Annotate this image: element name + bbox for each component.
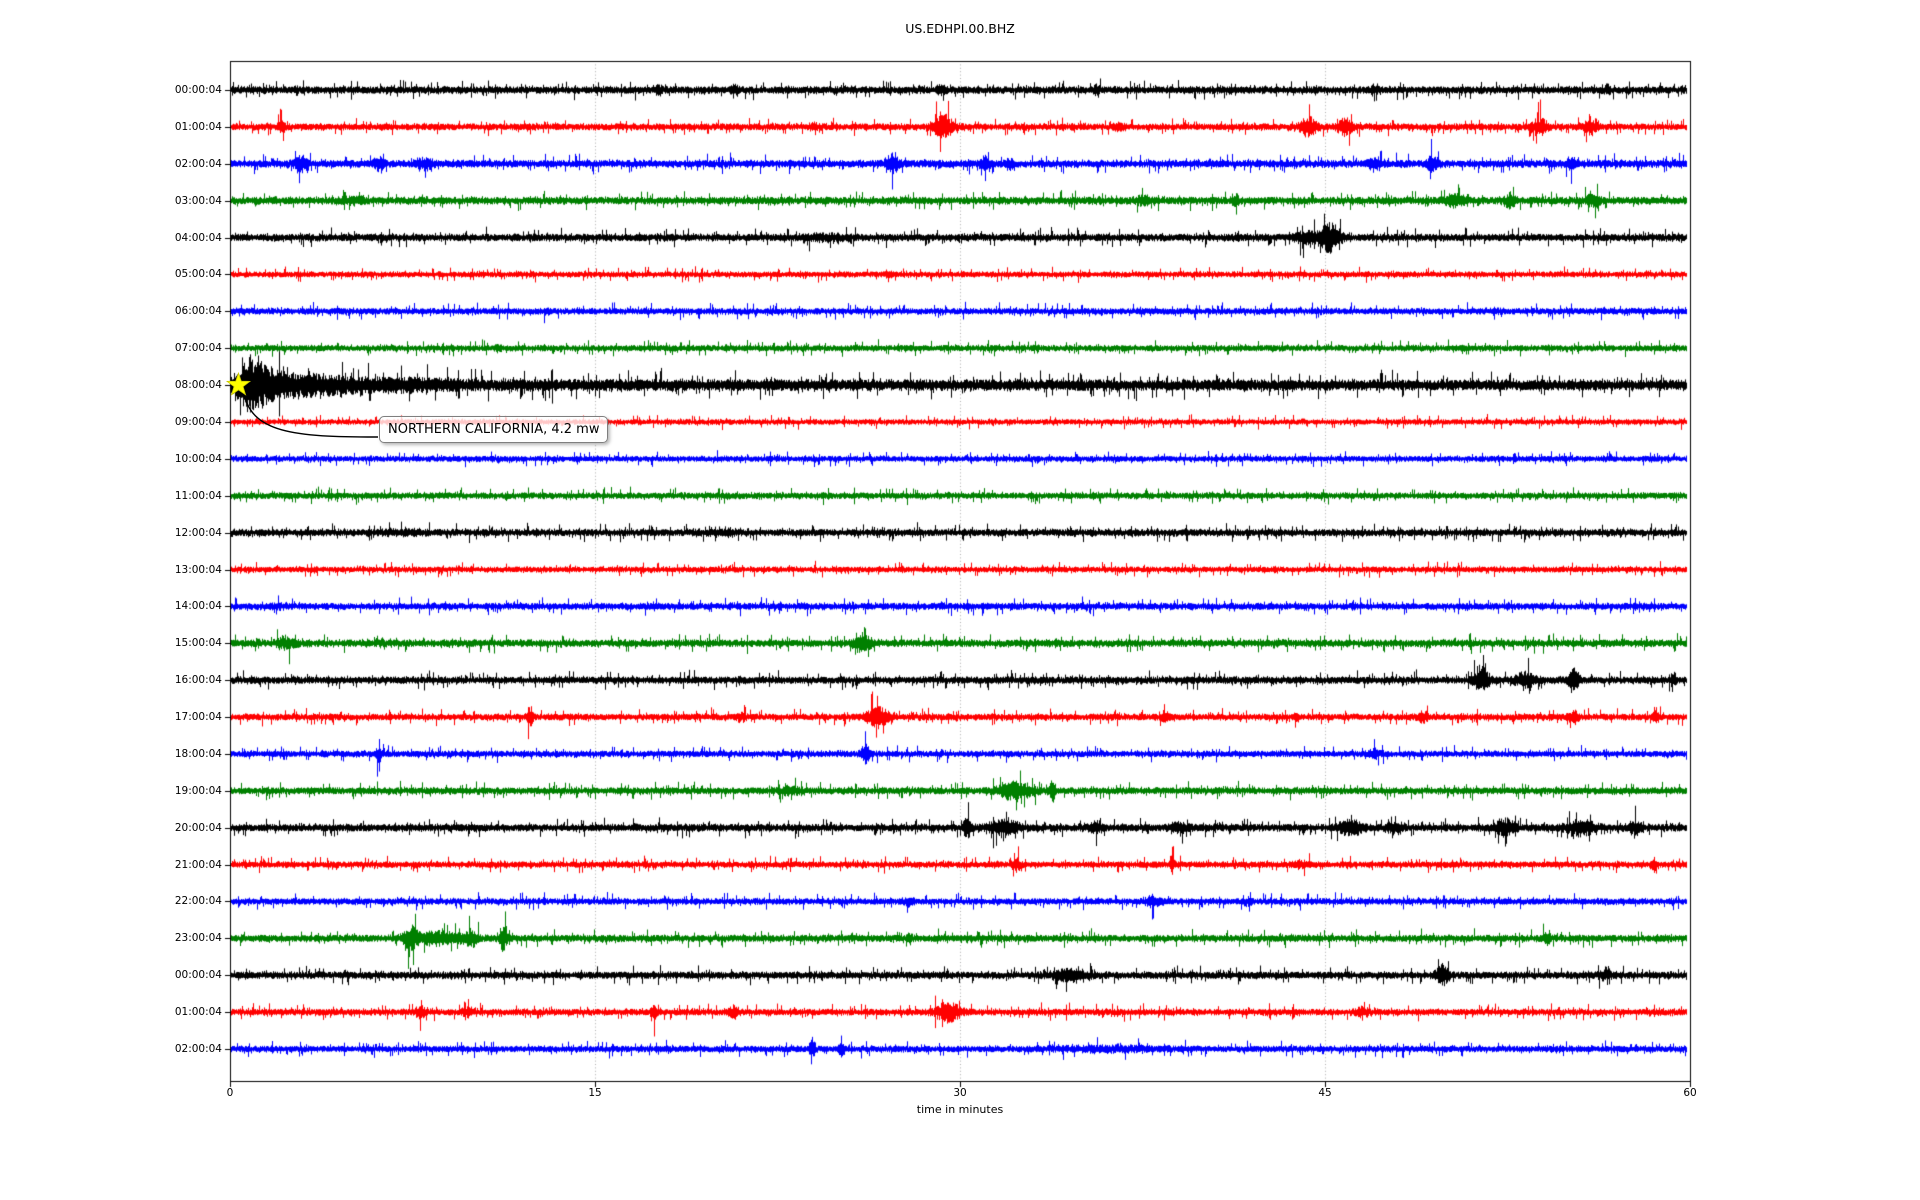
x-axis-label: time in minutes: [916, 1103, 1004, 1116]
event-callout: NORTHERN CALIFORNIA, 4.2 mw: [379, 416, 609, 443]
y-tick-label: 03:00:04: [174, 194, 222, 207]
x-tick-label: 30: [953, 1087, 967, 1099]
y-tick-label: 21:00:04: [174, 858, 222, 871]
y-tick-label: 02:00:04: [174, 157, 222, 170]
y-tick-label: 00:00:04: [174, 969, 222, 982]
event-callout-text: NORTHERN CALIFORNIA, 4.2 mw: [388, 422, 600, 437]
y-tick-label: 17:00:04: [174, 711, 222, 724]
y-tick-label: 06:00:04: [174, 305, 222, 318]
y-tick-label: 15:00:04: [174, 637, 222, 650]
y-tick-label: 12:00:04: [174, 526, 222, 539]
y-tick-label: 19:00:04: [174, 784, 222, 797]
x-tick-label: 15: [588, 1087, 602, 1099]
y-tick-label: 02:00:04: [174, 1043, 222, 1055]
y-tick-label: 14:00:04: [174, 600, 222, 613]
y-tick-label: 08:00:04: [174, 379, 222, 392]
x-tick-label: 60: [1683, 1087, 1697, 1099]
y-tick-label: 09:00:04: [174, 415, 222, 428]
chart-title: US.EDHPI.00.BHZ: [905, 21, 1015, 36]
y-tick-label: 05:00:04: [174, 268, 222, 281]
y-tick-label: 22:00:04: [174, 895, 222, 908]
y-tick-label: 18:00:04: [174, 747, 222, 760]
y-tick-label: 10:00:04: [174, 452, 222, 465]
y-tick-label: 16:00:04: [174, 674, 222, 687]
x-tick-label: 45: [1318, 1087, 1332, 1099]
y-tick-label: 11:00:04: [174, 489, 222, 502]
y-tick-label: 01:00:04: [174, 120, 222, 133]
y-tick-label: 23:00:04: [174, 932, 222, 945]
y-tick-label: 04:00:04: [174, 231, 222, 244]
y-tick-label: 01:00:04: [174, 1006, 222, 1019]
y-tick-label: 20:00:04: [174, 821, 222, 834]
y-tick-label: 00:00:04: [174, 84, 222, 96]
y-tick-label: 13:00:04: [174, 563, 222, 576]
x-tick-label: 0: [226, 1087, 234, 1099]
y-tick-label: 07:00:04: [174, 342, 222, 355]
